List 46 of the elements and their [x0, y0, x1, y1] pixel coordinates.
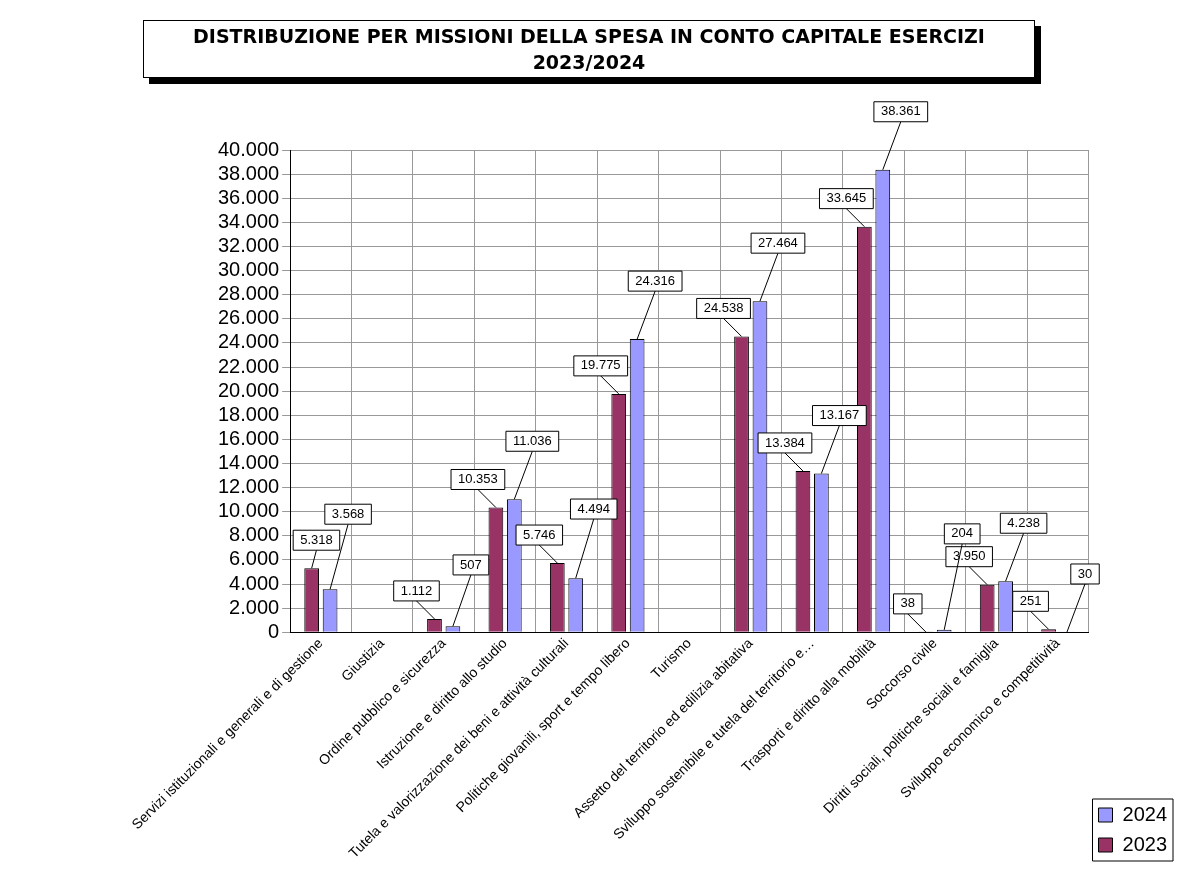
data-label: 4.494	[577, 500, 610, 516]
y-tick-label: 32.000	[218, 233, 280, 256]
data-label: 24.316	[635, 272, 676, 288]
data-label: 3.950	[952, 548, 986, 564]
data-label: 13.167	[819, 407, 860, 423]
data-label: 1.112	[400, 582, 433, 598]
y-tick-label: 16.000	[218, 426, 280, 449]
y-tick-label: 20.000	[218, 378, 280, 401]
y-tick-label: 38.000	[218, 161, 280, 184]
data-label: 11.036	[512, 432, 552, 448]
y-tick-label: 24.000	[218, 330, 280, 353]
y-tick-label: 0	[268, 619, 280, 642]
chart-title: DISTRIBUZIONE PER MISSIONI DELLA SPESA IN CONTO CAPITALE ESERCIZI 2023/2024	[143, 20, 1035, 78]
y-tick-label: 2.000	[229, 595, 280, 618]
data-label: 19.775	[580, 357, 621, 373]
y-tick-label: 36.000	[218, 185, 280, 208]
y-tick-label: 30.000	[218, 258, 280, 281]
data-label: 251	[1019, 592, 1042, 608]
data-label: 24.538	[703, 300, 744, 316]
y-tick-label: 4.000	[229, 571, 280, 594]
legend-label: 2023	[1122, 832, 1168, 855]
y-tick-label: 18.000	[218, 402, 280, 425]
data-label: 4.238	[1007, 514, 1040, 530]
data-label: 5.318	[300, 531, 333, 547]
data-label: 5.746	[523, 526, 556, 542]
data-label: 13.384	[765, 434, 805, 450]
data-label: 38.361	[880, 103, 921, 119]
y-tick-label: 40.000	[218, 137, 280, 160]
data-label: 30	[1077, 565, 1093, 581]
data-label: 204	[951, 525, 974, 541]
data-label: 33.645	[826, 190, 867, 206]
data-label: 10.353	[458, 471, 498, 487]
data-label: 27.464	[758, 234, 798, 250]
y-tick-label: 28.000	[218, 282, 280, 305]
y-tick-label: 12.000	[218, 475, 280, 498]
data-label: 507	[460, 556, 482, 572]
data-label: 38	[900, 595, 915, 611]
y-tick-label: 26.000	[218, 306, 280, 329]
y-tick-label: 14.000	[218, 451, 280, 474]
y-tick-label: 8.000	[229, 523, 280, 546]
data-label: 3.568	[331, 505, 365, 521]
legend-label: 2024	[1122, 802, 1168, 825]
y-tick-label: 22.000	[218, 354, 280, 377]
y-tick-label: 6.000	[229, 547, 280, 570]
y-tick-label: 34.000	[218, 209, 280, 232]
y-tick-label: 10.000	[218, 499, 280, 522]
